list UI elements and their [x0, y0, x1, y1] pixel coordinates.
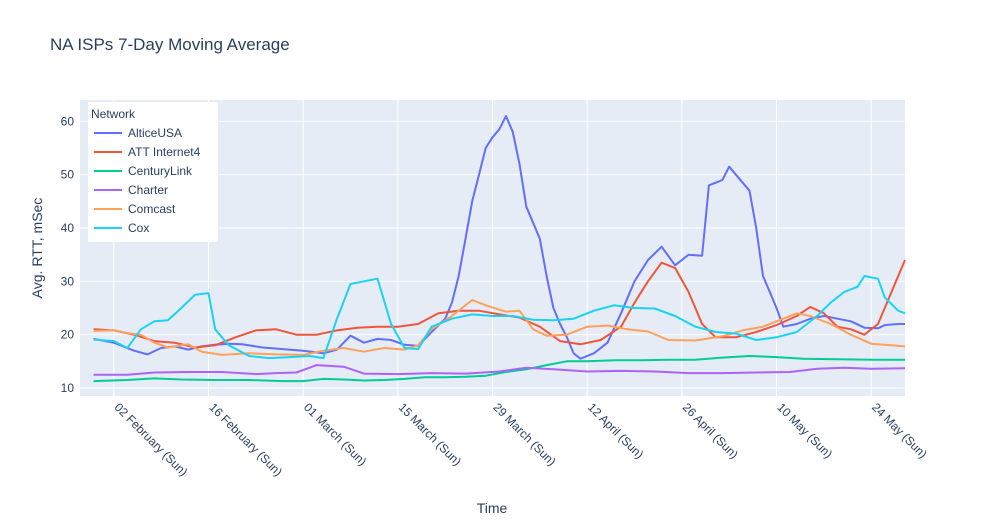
y-tick-label: 30 — [61, 274, 75, 288]
legend-item-label: AlticeUSA — [128, 126, 182, 140]
series-line-charter — [93, 364, 906, 376]
series-line-cox — [93, 275, 906, 360]
x-tick-label: 02 February (Sun) — [112, 400, 191, 479]
legend-item-label: CenturyLink — [128, 164, 193, 178]
series-lines — [93, 115, 906, 383]
x-tick-label: 01 March (Sun) — [301, 400, 369, 468]
series-line-centurylink — [93, 355, 905, 383]
legend-item-label: Comcast — [128, 202, 176, 216]
legend-item-label: Cox — [128, 221, 149, 235]
x-tick-label: 10 May (Sun) — [774, 400, 835, 461]
y-axis-ticks: 10 20 30 40 50 60 — [61, 114, 75, 395]
legend: Network AlticeUSA ATT Internet4 CenturyLin… — [88, 102, 218, 242]
series-line-alticeusa — [93, 115, 905, 360]
x-axis-label: Time — [477, 500, 508, 516]
x-tick-label: 26 April (Sun) — [680, 400, 741, 461]
x-tick-label: 12 April (Sun) — [585, 400, 646, 461]
y-tick-label: 10 — [61, 381, 75, 395]
x-axis-ticks: 02 February (Sun) 16 February (Sun) 01 Mar… — [112, 400, 930, 479]
chart-title: NA ISPs 7-Day Moving Average — [50, 35, 290, 54]
y-axis-label: Avg. RTT, mSec — [29, 198, 45, 299]
series-line-comcast — [93, 299, 906, 356]
y-tick-label: 60 — [61, 114, 75, 128]
legend-title: Network — [91, 107, 136, 121]
legend-item-label: ATT Internet4 — [128, 145, 201, 159]
x-tick-label: 24 May (Sun) — [869, 400, 930, 461]
series-line-att-internet4 — [93, 259, 906, 349]
x-tick-label: 15 March (Sun) — [396, 400, 464, 468]
y-tick-label: 50 — [61, 168, 75, 182]
y-tick-label: 20 — [61, 328, 75, 342]
x-tick-label: 16 February (Sun) — [206, 400, 285, 479]
legend-item-label: Charter — [128, 183, 168, 197]
y-tick-label: 40 — [61, 221, 75, 235]
x-tick-label: 29 March (Sun) — [490, 400, 558, 468]
